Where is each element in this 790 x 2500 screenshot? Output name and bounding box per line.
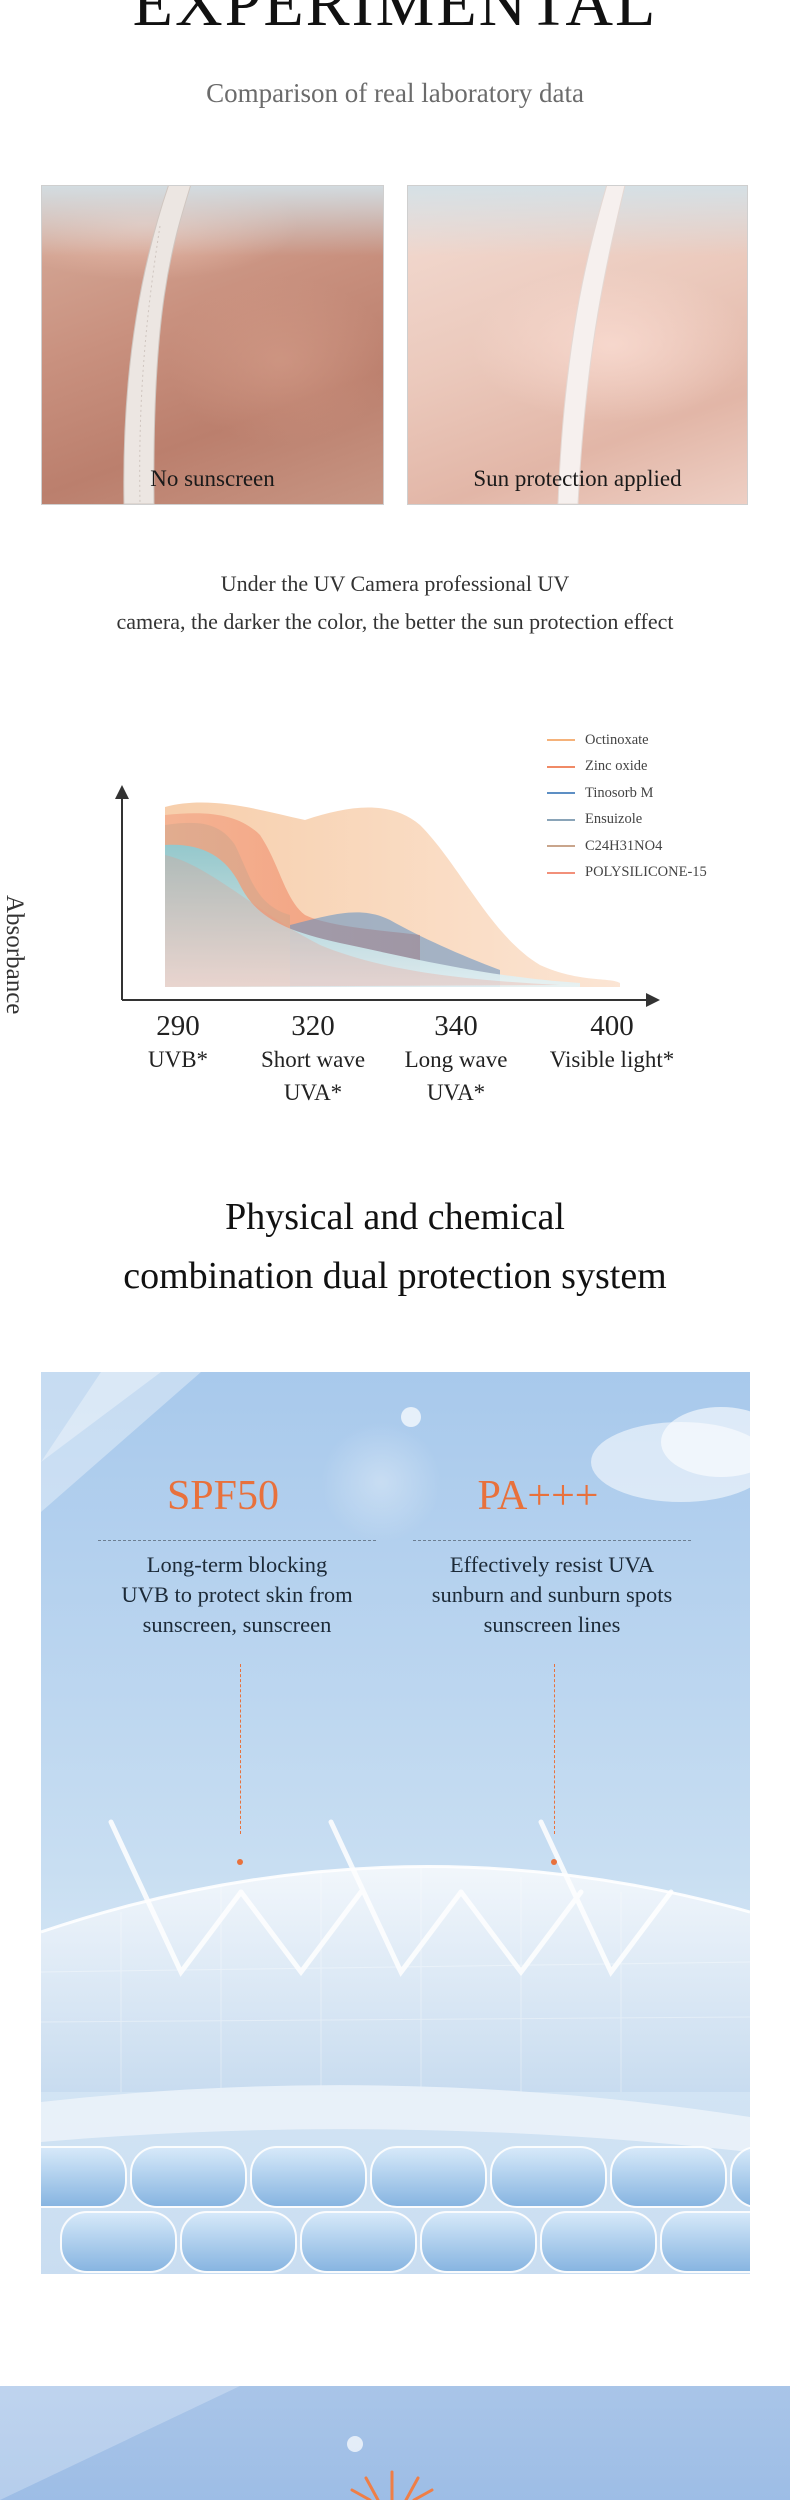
legend-item: C24H31NO4 [547, 833, 777, 860]
dual-protection-panel: SPF50 PA+++ Long-term blocking UVB to pr… [41, 1372, 750, 2274]
legend-swatch [547, 765, 575, 768]
series-area-polysilicone-15 [165, 855, 560, 987]
page-subtitle: Comparison of real laboratory data [206, 78, 584, 108]
pa-desc-line: Effectively resist UVA [449, 1552, 655, 1577]
x-tick-caption: Short wave [260, 1047, 366, 1072]
pa-desc-line: sunscreen lines [483, 1612, 621, 1637]
legend-label: Ensuizole [585, 811, 643, 828]
hydration-cell [300, 2211, 417, 2273]
x-tick: 340 Long wave UVA* [376, 1010, 536, 1109]
spf-desc-line: UVB to protect skin from [121, 1582, 353, 1607]
uv-camera-note: Under the UV Camera professional UV came… [0, 565, 790, 641]
x-tick-value: 340 [434, 1010, 478, 1042]
hydration-cell [130, 2146, 247, 2208]
uv-note-line-1: Under the UV Camera professional UV [220, 571, 570, 596]
hydration-cell [490, 2146, 607, 2208]
hydration-cell [370, 2146, 487, 2208]
legend-swatch [547, 739, 575, 742]
x-tick-caption: Visible light* [549, 1047, 675, 1072]
no-sunscreen-caption: No sunscreen [150, 466, 275, 491]
x-tick-caption: UVA* [283, 1080, 343, 1105]
spf-pointer-line [240, 1664, 241, 1834]
legend-item: Ensuizole [547, 807, 777, 834]
y-axis-label: Absorbance [1, 895, 28, 1015]
y-axis-arrow [115, 785, 129, 799]
hydration-cell [60, 2211, 177, 2273]
legend-item: POLYSILICONE-15 [547, 860, 777, 887]
pa-pointer-line [554, 1664, 555, 1834]
hydration-cell [730, 2146, 750, 2208]
x-tick-value: 320 [291, 1010, 335, 1042]
legend-label: Zinc oxide [585, 758, 648, 775]
no-sunscreen-photo: No sunscreen [41, 185, 384, 505]
chart-legend: Octinoxate Zinc oxide Tinosorb M Ensuizole C… [547, 727, 777, 886]
spf-divider [98, 1540, 376, 1541]
hydration-cell [180, 2211, 297, 2273]
legend-item: Tinosorb M [547, 780, 777, 807]
absorbance-chart [115, 785, 660, 1007]
pa-desc-line: sunburn and sunburn spots [431, 1582, 673, 1607]
uv-note-line-2: camera, the darker the color, the better… [116, 609, 674, 634]
pa-label: PA+++ [477, 1473, 599, 1519]
hydration-cell [660, 2211, 750, 2273]
x-tick: 400 Visible light* [532, 1010, 692, 1076]
section-title: Physical and chemical combination dual p… [0, 1188, 790, 1306]
legend-swatch [547, 845, 575, 848]
x-tick-caption: UVA* [426, 1080, 486, 1105]
legend-label: Octinoxate [585, 731, 649, 748]
pa-pointer-dot [551, 1859, 557, 1865]
x-tick-caption: UVB* [147, 1047, 209, 1072]
hydration-cell [610, 2146, 727, 2208]
section-title-line-2: combination dual protection system [123, 1255, 667, 1297]
spf-description: Long-term blocking UVB to protect skin f… [98, 1550, 376, 1640]
legend-swatch [547, 818, 575, 821]
spf-desc-line: Long-term blocking [146, 1552, 328, 1577]
x-tick-caption: Long wave [404, 1047, 508, 1072]
spf-label: SPF50 [166, 1473, 280, 1519]
sun-protection-caption: Sun protection applied [473, 466, 682, 491]
sun-burst-graphic [0, 2386, 434, 2500]
legend-item: Octinoxate [547, 727, 777, 754]
protection-shield-graphic [41, 1372, 750, 2273]
legend-item: Zinc oxide [547, 754, 777, 781]
legend-label: POLYSILICONE-15 [585, 864, 707, 881]
strap-graphic [123, 186, 191, 504]
x-tick-value: 290 [156, 1010, 200, 1042]
series-area-ensuizole [165, 844, 580, 987]
hydration-cell [540, 2211, 657, 2273]
spf-pointer-dot [237, 1859, 243, 1865]
legend-label: C24H31NO4 [585, 837, 663, 854]
legend-label: Tinosorb M [585, 784, 654, 801]
x-tick-value: 400 [590, 1010, 634, 1042]
page-title: EXPERIMENTAL [132, 0, 658, 40]
hydration-cell [250, 2146, 367, 2208]
x-axis-arrow [646, 993, 660, 1007]
pa-divider [413, 1540, 691, 1541]
sun-protection-photo: Sun protection applied [407, 185, 748, 505]
section-title-line-1: Physical and chemical [225, 1196, 565, 1238]
strap-graphic [557, 186, 626, 504]
spf-desc-line: sunscreen, sunscreen [142, 1612, 332, 1637]
next-section-banner [0, 2386, 790, 2500]
hydration-cell [420, 2211, 537, 2273]
legend-swatch [547, 871, 575, 874]
x-tick: 290 UVB* [98, 1010, 258, 1076]
pa-description: Effectively resist UVA sunburn and sunbu… [413, 1550, 691, 1640]
legend-swatch [547, 792, 575, 795]
hydration-cell [41, 2146, 127, 2208]
x-tick: 320 Short wave UVA* [233, 1010, 393, 1109]
